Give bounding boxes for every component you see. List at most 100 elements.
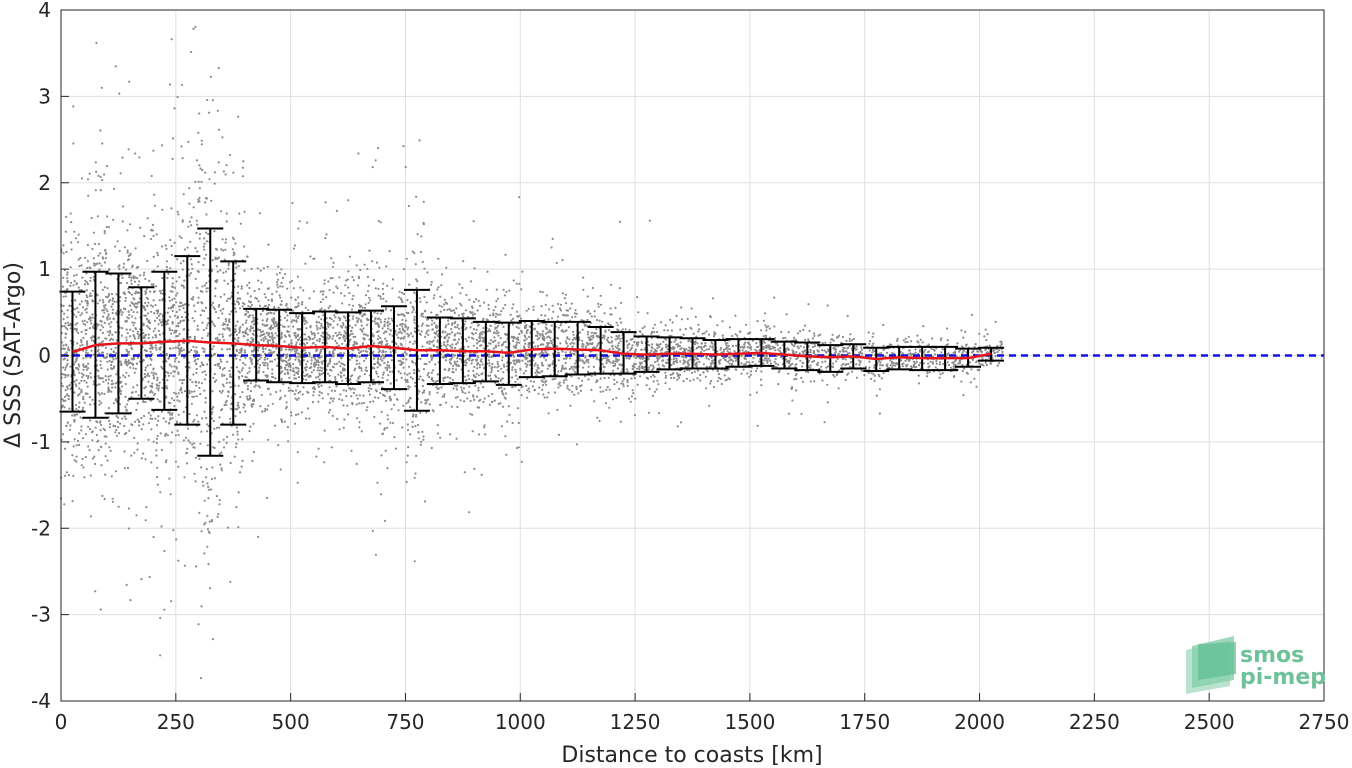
scatter-point	[177, 371, 180, 374]
scatter-point	[473, 398, 476, 401]
scatter-point	[106, 287, 109, 290]
scatter-point	[546, 345, 549, 348]
scatter-point	[81, 457, 84, 461]
scatter-point	[407, 335, 410, 338]
scatter-point	[110, 363, 113, 367]
scatter-point	[524, 335, 527, 338]
scatter-point	[257, 346, 260, 349]
scatter-point	[375, 370, 378, 373]
scatter-point	[267, 404, 270, 407]
scatter-point	[168, 477, 171, 480]
scatter-point	[143, 235, 146, 238]
scatter-point	[402, 313, 405, 316]
scatter-point	[181, 379, 184, 382]
scatter-point	[124, 296, 127, 300]
scatter-point	[190, 216, 193, 219]
scatter-point	[197, 296, 200, 299]
scatter-point	[608, 347, 611, 351]
scatter-point	[99, 608, 102, 611]
scatter-point	[133, 280, 137, 283]
scatter-point	[528, 325, 531, 328]
scatter-point	[263, 358, 266, 361]
scatter-point	[109, 449, 112, 452]
scatter-point	[149, 391, 152, 394]
scatter-point	[397, 296, 400, 299]
scatter-point	[199, 314, 202, 317]
scatter-point	[446, 343, 449, 346]
scatter-point	[206, 514, 209, 517]
scatter-point	[430, 354, 433, 357]
scatter-point	[241, 391, 244, 394]
scatter-point	[286, 353, 289, 356]
scatter-point	[290, 296, 293, 299]
scatter-point	[521, 385, 524, 388]
scatter-point	[223, 279, 226, 282]
scatter-point	[418, 369, 421, 373]
scatter-point	[90, 339, 93, 342]
scatter-point	[193, 304, 196, 307]
scatter-point	[89, 279, 92, 282]
scatter-point	[133, 298, 136, 301]
scatter-point	[267, 306, 270, 309]
scatter-point	[80, 425, 83, 428]
scatter-point	[215, 279, 218, 282]
scatter-point	[221, 312, 224, 315]
scatter-point	[124, 405, 127, 408]
scatter-point	[358, 303, 361, 306]
scatter-point	[492, 312, 495, 315]
scatter-point	[402, 361, 405, 364]
scatter-point	[229, 153, 232, 157]
scatter-point	[275, 273, 278, 276]
scatter-point	[135, 514, 138, 517]
scatter-point	[453, 346, 457, 350]
scatter-point	[413, 252, 416, 255]
scatter-point	[581, 379, 584, 382]
scatter-point	[239, 326, 242, 329]
scatter-point	[500, 386, 503, 389]
scatter-point	[357, 348, 360, 352]
scatter-point	[432, 339, 435, 342]
scatter-point	[401, 300, 404, 304]
scatter-point	[425, 330, 428, 333]
scatter-point	[448, 308, 451, 311]
scatter-point	[428, 393, 431, 396]
scatter-point	[218, 503, 221, 506]
scatter-point	[503, 365, 506, 368]
scatter-point	[91, 313, 94, 316]
scatter-point	[273, 325, 277, 328]
scatter-point	[500, 425, 503, 428]
scatter-point	[296, 398, 299, 401]
scatter-point	[114, 386, 117, 389]
scatter-point	[578, 357, 581, 360]
scatter-point	[290, 279, 294, 282]
scatter-point	[494, 346, 497, 349]
scatter-point	[287, 334, 291, 337]
scatter-point	[388, 366, 391, 369]
scatter-point	[340, 376, 343, 379]
scatter-point	[127, 353, 130, 356]
scatter-point	[400, 343, 403, 347]
scatter-point	[86, 321, 89, 324]
scatter-point	[234, 310, 238, 313]
scatter-point	[347, 270, 350, 273]
scatter-point	[270, 298, 273, 301]
scatter-point	[133, 305, 136, 308]
scatter-point	[307, 375, 310, 378]
scatter-point	[488, 355, 491, 358]
scatter-point	[318, 372, 321, 375]
scatter-point	[502, 341, 506, 344]
scatter-point	[399, 297, 402, 300]
scatter-point	[413, 371, 416, 375]
scatter-point	[97, 383, 100, 386]
scatter-point	[547, 318, 550, 321]
scatter-point	[297, 355, 300, 358]
scatter-point	[294, 413, 298, 416]
scatter-point	[366, 334, 369, 337]
scatter-point	[472, 337, 475, 340]
scatter-point	[251, 326, 255, 329]
scatter-point	[418, 390, 421, 393]
scatter-point	[225, 164, 228, 167]
scatter-point	[169, 441, 172, 444]
scatter-point	[426, 271, 429, 274]
scatter-point	[156, 265, 159, 268]
